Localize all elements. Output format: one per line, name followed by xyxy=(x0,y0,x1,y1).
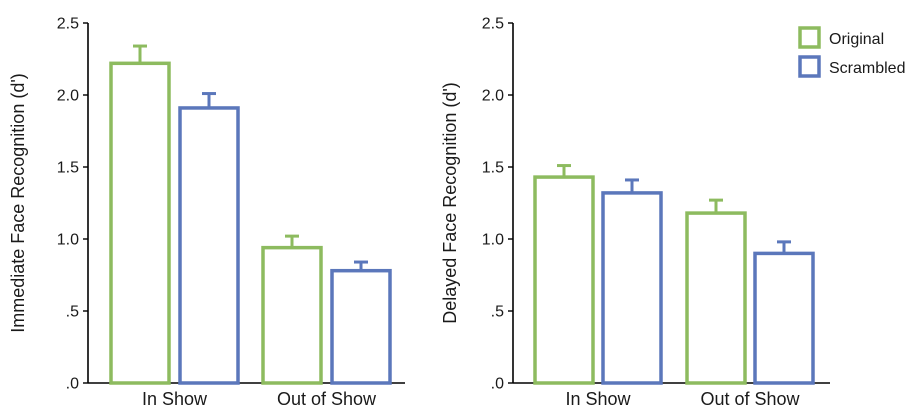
bar-original xyxy=(533,175,595,385)
y-tick-label: .0 xyxy=(491,376,504,393)
bar-scrambled xyxy=(601,191,663,385)
x-category-label: In Show xyxy=(565,389,631,408)
legend-label: Scrambled xyxy=(829,60,905,77)
x-category-label: In Show xyxy=(142,389,208,408)
y-tick-label: 1.0 xyxy=(482,232,504,249)
y-tick-label: 1.5 xyxy=(57,160,79,177)
y-tick-label: 2.0 xyxy=(57,88,79,105)
legend-swatch-original xyxy=(798,26,821,49)
y-tick-label: 2.0 xyxy=(482,88,504,105)
chart-panel-2: .0 .5 1.0 1.5 2.0 2.5 Delayed Face Recognition… xyxy=(440,16,905,408)
chart-panel-1: .0 .5 1.0 1.5 2.0 2.5 Immediate Face Recogniti… xyxy=(8,16,405,408)
legend: Original Scrambled xyxy=(798,26,905,78)
y-tick-label: .5 xyxy=(66,304,79,321)
y-tick-label: .0 xyxy=(66,376,79,393)
bar-scrambled xyxy=(178,106,240,385)
y-tick-label: 1.5 xyxy=(482,160,504,177)
bar-scrambled xyxy=(753,251,815,385)
legend-swatch-scrambled xyxy=(798,55,821,78)
y-tick-label: .5 xyxy=(491,304,504,321)
y-axis-title: Delayed Face Recognition (d') xyxy=(440,82,460,324)
legend-label: Original xyxy=(829,31,884,48)
bar-original xyxy=(261,245,323,385)
y-tick-label: 1.0 xyxy=(57,232,79,249)
x-category-label: Out of Show xyxy=(700,389,800,408)
y-tick-label: 2.5 xyxy=(57,16,79,33)
bar-scrambled xyxy=(330,268,392,385)
y-axis-title: Immediate Face Recognition (d') xyxy=(8,73,28,333)
bar-original xyxy=(109,61,171,385)
y-tick-label: 2.5 xyxy=(482,16,504,33)
x-category-label: Out of Show xyxy=(277,389,377,408)
bar-original xyxy=(685,211,747,385)
